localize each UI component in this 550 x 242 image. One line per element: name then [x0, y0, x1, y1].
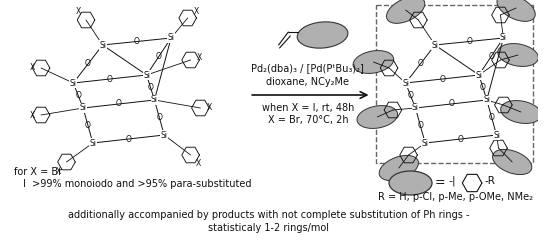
Text: O: O [147, 83, 153, 92]
Text: X: X [30, 63, 35, 73]
Text: for X = Br: for X = Br [14, 167, 62, 177]
Text: O: O [417, 60, 424, 68]
Text: Si: Si [151, 96, 158, 105]
Text: statisticaly 1-2 rings/mol: statisticaly 1-2 rings/mol [208, 223, 329, 233]
Text: Si: Si [500, 33, 507, 43]
Text: O: O [107, 75, 113, 83]
Text: Si: Si [431, 40, 438, 50]
Text: O: O [125, 135, 131, 144]
Text: R = H, p-Cl, p-Me, p-OMe, NMe₂: R = H, p-Cl, p-Me, p-OMe, NMe₂ [378, 192, 533, 202]
Text: O: O [156, 113, 162, 122]
Ellipse shape [389, 171, 432, 195]
Text: additionally accompanied by products with not complete substitution of Ph rings : additionally accompanied by products wit… [68, 210, 470, 220]
Text: Si: Si [422, 138, 428, 148]
Text: Si: Si [161, 130, 168, 139]
Text: X: X [207, 104, 212, 113]
Ellipse shape [379, 155, 419, 181]
Text: O: O [75, 91, 81, 100]
Text: O: O [458, 135, 464, 144]
Text: X: X [75, 8, 81, 16]
Text: Si: Si [89, 138, 96, 148]
Bar [376, 5, 533, 163]
Text: O: O [116, 99, 122, 108]
Text: I  >99% monoiodo and >95% para-substituted: I >99% monoiodo and >95% para-substitute… [24, 179, 252, 189]
Ellipse shape [387, 0, 425, 23]
Text: O: O [439, 75, 446, 83]
Text: O: O [488, 52, 494, 61]
Text: Si: Si [99, 40, 106, 50]
Text: O: O [417, 121, 424, 130]
Text: Si: Si [412, 104, 419, 113]
Text: Si: Si [143, 70, 150, 80]
Text: -R: -R [484, 176, 495, 186]
Text: Si: Si [483, 96, 490, 105]
Text: O: O [156, 52, 162, 61]
Ellipse shape [297, 22, 348, 48]
Text: O: O [480, 83, 486, 92]
Ellipse shape [500, 101, 541, 123]
Text: O: O [489, 113, 494, 122]
Text: O: O [85, 121, 91, 130]
Text: Si: Si [493, 130, 500, 139]
Text: X: X [194, 8, 199, 16]
Text: O: O [134, 37, 140, 46]
Ellipse shape [493, 149, 532, 174]
Text: Si: Si [475, 70, 482, 80]
Text: X: X [197, 53, 202, 61]
Ellipse shape [497, 0, 535, 21]
Text: Pd₂(dba)₃ / [Pd(PᵗBu₃)₂]: Pd₂(dba)₃ / [Pd(PᵗBu₃)₂] [251, 63, 364, 73]
Text: Si: Si [80, 104, 86, 113]
Text: X: X [30, 111, 35, 120]
Ellipse shape [357, 106, 398, 129]
Ellipse shape [498, 44, 538, 67]
Text: when X = I, rt, 48h: when X = I, rt, 48h [262, 103, 354, 113]
Text: Si: Si [168, 33, 174, 43]
Text: O: O [408, 91, 414, 100]
Text: O: O [85, 60, 91, 68]
Text: Si: Si [402, 78, 409, 88]
Text: X: X [56, 166, 61, 175]
Text: X = Br, 70°C, 2h: X = Br, 70°C, 2h [268, 115, 348, 125]
Text: Si: Si [70, 78, 77, 88]
Text: =: = [434, 176, 445, 189]
Text: O: O [466, 37, 472, 46]
Text: X: X [196, 159, 201, 168]
Text: -|: -| [449, 176, 456, 186]
Text: O: O [448, 99, 454, 108]
Ellipse shape [353, 51, 394, 73]
Text: dioxane, NCy₂Me: dioxane, NCy₂Me [266, 77, 349, 87]
